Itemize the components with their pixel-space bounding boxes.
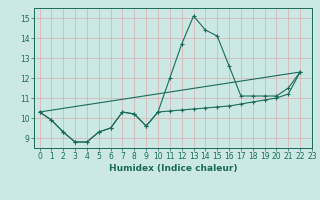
X-axis label: Humidex (Indice chaleur): Humidex (Indice chaleur): [108, 164, 237, 173]
